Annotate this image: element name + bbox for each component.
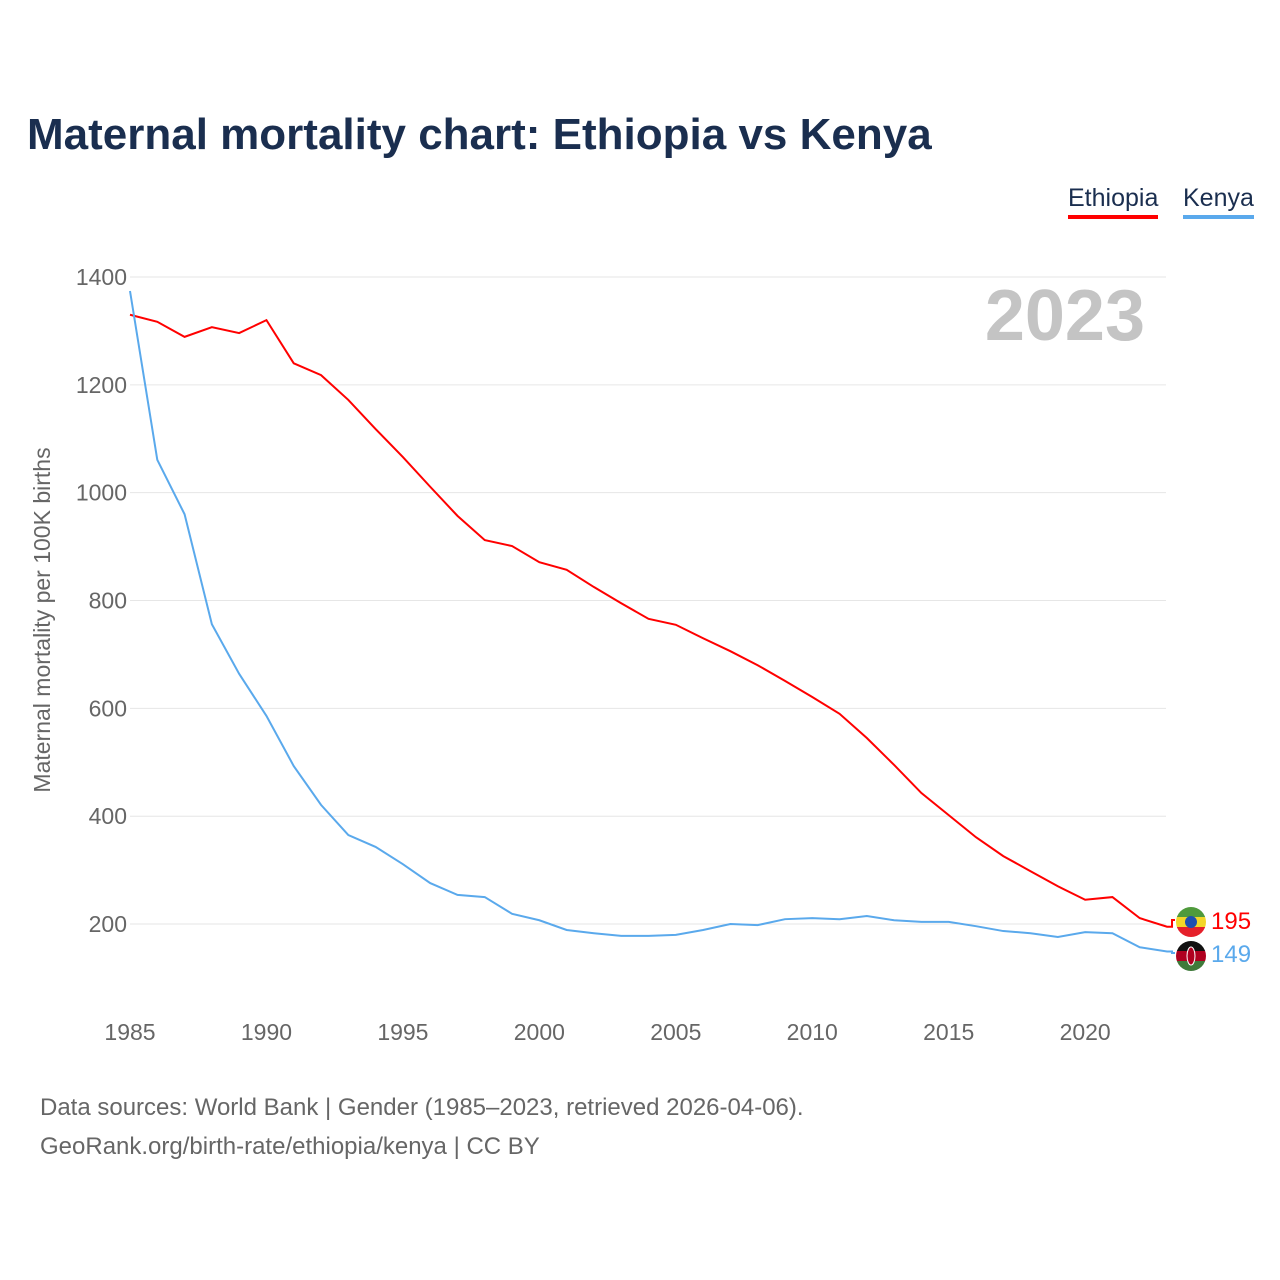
legend-ethiopia[interactable]: Ethiopia	[1068, 184, 1159, 219]
y-tick-label: 400	[89, 803, 127, 829]
x-tick-label: 1995	[377, 1019, 428, 1045]
footer-credit[interactable]: GeoRank.org/birth-rate/ethiopia/kenya | …	[40, 1133, 540, 1160]
x-tick-label: 2005	[650, 1019, 701, 1045]
end-value-label: 195	[1211, 908, 1251, 935]
y-tick-label: 1400	[76, 264, 127, 290]
x-tick-label: 1990	[241, 1019, 292, 1045]
y-tick-label: 1000	[76, 480, 127, 506]
end-value-label: 149	[1211, 941, 1251, 968]
series-line-kenya	[129, 290, 1175, 954]
ethiopia-flag-icon	[1176, 907, 1206, 937]
series-line-ethiopia	[129, 313, 1175, 928]
x-tick-label: 2010	[787, 1019, 838, 1045]
y-tick-label: 1200	[76, 372, 127, 398]
y-tick-label: 800	[89, 588, 127, 614]
x-tick-label: 2020	[1060, 1019, 1111, 1045]
footer-sources: Data sources: World Bank | Gender (1985–…	[40, 1094, 804, 1121]
y-axis-label: Maternal mortality per 100K births	[29, 447, 55, 792]
y-tick-label: 600	[89, 695, 127, 721]
chart-title: Maternal mortality chart: Ethiopia vs Ke…	[27, 110, 932, 159]
y-tick-label: 200	[89, 911, 127, 937]
x-tick-label: 1985	[104, 1019, 155, 1045]
legend-kenya[interactable]: Kenya	[1183, 184, 1254, 219]
x-tick-label: 2000	[514, 1019, 565, 1045]
year-badge: 2023	[985, 276, 1145, 356]
kenya-flag-icon	[1176, 941, 1206, 971]
footer: Data sources: World Bank | Gender (1985–…	[40, 1088, 804, 1166]
x-tick-label: 2015	[923, 1019, 974, 1045]
